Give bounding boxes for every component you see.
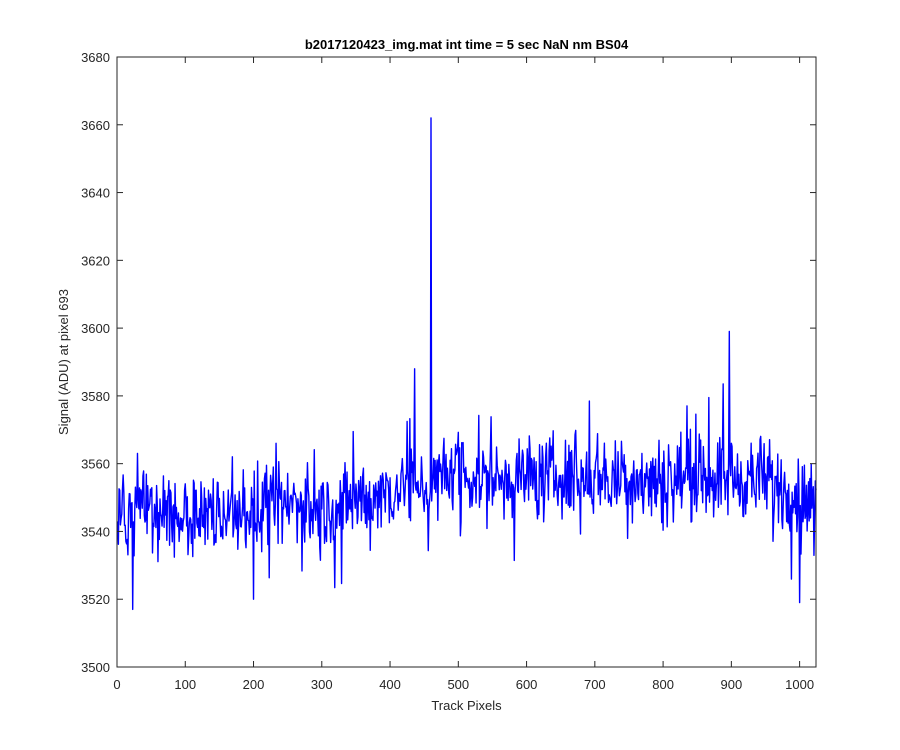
x-tick-label: 900	[721, 677, 743, 692]
x-tick-label: 600	[516, 677, 538, 692]
y-tick-label: 3520	[81, 592, 110, 607]
plot-background	[117, 57, 816, 667]
y-tick-label: 3500	[81, 660, 110, 675]
chart-title: b2017120423_img.mat int time = 5 sec NaN…	[305, 37, 629, 52]
y-tick-label: 3640	[81, 186, 110, 201]
y-tick-label: 3580	[81, 389, 110, 404]
x-tick-label: 200	[243, 677, 265, 692]
x-tick-label: 700	[584, 677, 606, 692]
series-line	[116, 117, 817, 611]
x-tick-label: 0	[113, 677, 120, 692]
x-tick-label: 800	[652, 677, 674, 692]
x-tick-label: 1000	[785, 677, 814, 692]
y-tick-label: 3540	[81, 524, 110, 539]
series-layer	[116, 117, 817, 611]
x-tick-label: 300	[311, 677, 333, 692]
x-tick-label: 500	[447, 677, 469, 692]
y-tick-label: 3600	[81, 321, 110, 336]
plot-frame	[116, 56, 817, 668]
x-tick-label: 100	[174, 677, 196, 692]
y-axis-label: Signal (ADU) at pixel 693	[56, 289, 71, 435]
x-axis-label: Track Pixels	[431, 698, 502, 713]
y-tick-label: 3680	[81, 50, 110, 65]
y-tick-label: 3560	[81, 457, 110, 472]
x-tick-label: 400	[379, 677, 401, 692]
y-tick-label: 3660	[81, 118, 110, 133]
y-tick-label: 3620	[81, 253, 110, 268]
ticks-layer: 0 100 200 300 400 500 600 700 800 900 1000 3500 3520…	[81, 50, 816, 692]
